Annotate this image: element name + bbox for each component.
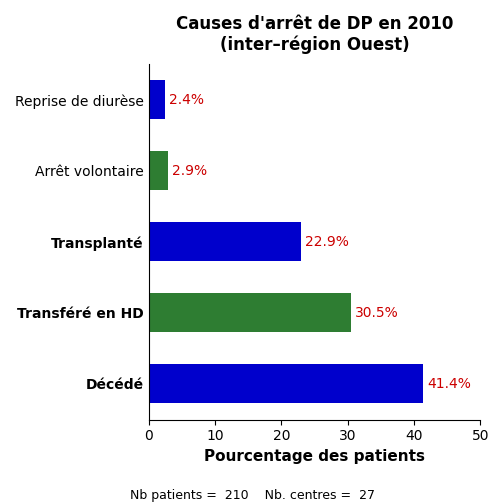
Text: 41.4%: 41.4% [427, 377, 471, 391]
Text: Nb patients =  210    Nb. centres =  27: Nb patients = 210 Nb. centres = 27 [130, 489, 374, 502]
Bar [149, 81, 165, 119]
Text: 22.9%: 22.9% [304, 235, 348, 249]
Bar [149, 151, 168, 191]
Bar [149, 293, 351, 333]
Text: 2.9%: 2.9% [172, 164, 207, 178]
Bar [149, 364, 423, 403]
Text: 2.4%: 2.4% [169, 93, 204, 107]
Title: Causes d'arrêt de DP en 2010
(inter–région Ouest): Causes d'arrêt de DP en 2010 (inter–régi… [176, 15, 453, 54]
Bar [149, 222, 300, 262]
X-axis label: Pourcentage des patients: Pourcentage des patients [204, 449, 425, 464]
Text: 30.5%: 30.5% [355, 306, 399, 320]
